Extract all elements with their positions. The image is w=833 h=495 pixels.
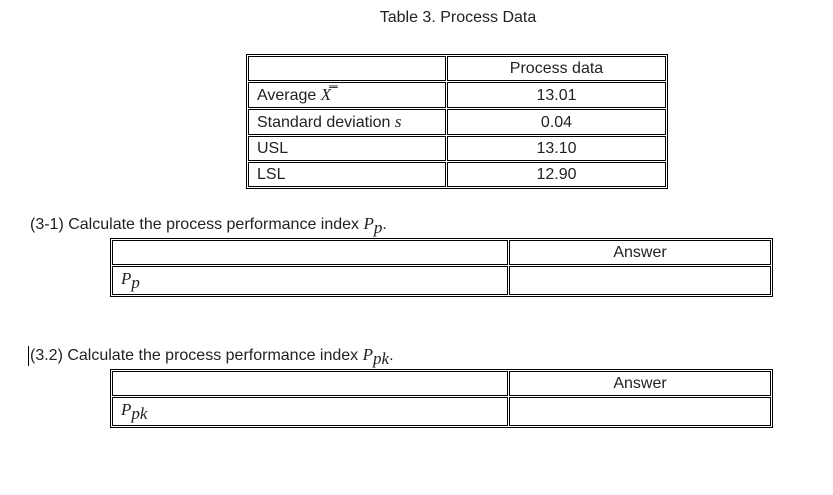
- value: 12.90: [447, 162, 666, 187]
- row-label: Ppk: [112, 397, 508, 427]
- period: .: [382, 216, 387, 233]
- question-text: (3.2) Calculate the process performance …: [30, 347, 359, 364]
- symbol: P: [362, 345, 374, 364]
- label: Standard deviation: [257, 114, 391, 131]
- period: .: [389, 347, 394, 364]
- text-cursor: [28, 346, 29, 366]
- row-label: Standard deviation s: [248, 109, 446, 135]
- answer-header: Answer: [509, 371, 771, 396]
- subscript: p: [373, 218, 383, 238]
- empty-cell: [112, 240, 508, 265]
- symbol: X̿: [320, 85, 332, 104]
- answer-header: Answer: [509, 240, 771, 265]
- symbol: P: [363, 214, 374, 233]
- symbol: s: [394, 112, 402, 131]
- value: 13.10: [447, 136, 666, 161]
- title: Table 3. Process Data: [379, 9, 537, 26]
- value: 13.01: [447, 82, 666, 108]
- value: 0.04: [447, 109, 666, 135]
- subscript: pk: [131, 404, 148, 424]
- column-header: Process data: [447, 56, 666, 81]
- answer-cell[interactable]: [509, 266, 771, 296]
- symbol: P: [121, 400, 132, 419]
- row-label: USL: [248, 136, 446, 161]
- row-label: Pp: [112, 266, 508, 296]
- row-label: Average X̿: [248, 82, 446, 108]
- question: (3-1) Calculate the process performance …: [30, 214, 387, 238]
- empty-cell: [248, 56, 446, 81]
- question: (3.2) Calculate the process performance …: [30, 345, 394, 369]
- empty-cell: [112, 371, 508, 396]
- process-table: Process data Average X̿ 13.01 Standard de…: [246, 54, 668, 189]
- answer-cell[interactable]: [509, 397, 771, 427]
- subscript: pk: [373, 349, 390, 369]
- answer-table: Answer Pp: [110, 238, 773, 298]
- symbol: P: [121, 269, 132, 288]
- question-text: (3-1) Calculate the process performance …: [30, 216, 360, 233]
- subscript: p: [131, 273, 140, 293]
- answer-table: Answer Ppk: [110, 369, 773, 429]
- label: Average: [257, 87, 317, 104]
- row-label: LSL: [248, 162, 446, 187]
